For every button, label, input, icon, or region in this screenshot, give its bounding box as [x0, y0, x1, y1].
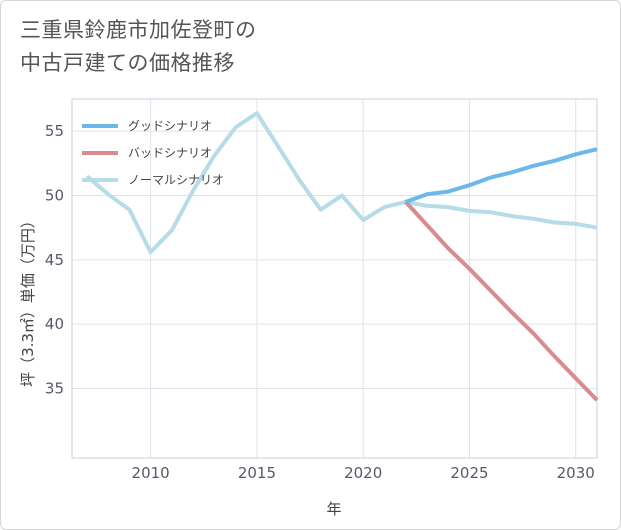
series-line-normal — [85, 111, 598, 255]
legend-label-good: グッドシナリオ — [128, 119, 212, 133]
series-line-bad — [404, 200, 599, 402]
legend-label-bad: バッドシナリオ — [128, 146, 212, 160]
gridlines — [72, 99, 597, 458]
series-lines — [85, 111, 599, 402]
y-axis-ticks: 35 40 45 50 55 — [45, 122, 64, 397]
chart-title: 三重県鈴鹿市加佐登町の 中古戸建ての価格推移 — [20, 14, 257, 80]
y-axis-title: 坪（3.3㎡）単価（万円） — [19, 213, 37, 387]
y-tick-label-35: 35 — [45, 380, 64, 398]
x-tick-label-2030: 2030 — [557, 464, 595, 482]
x-axis-title: 年 — [326, 500, 341, 518]
y-tick-label-40: 40 — [45, 315, 64, 333]
x-tick-label-2025: 2025 — [450, 464, 488, 482]
y-tick-label-50: 50 — [45, 187, 64, 205]
x-tick-label-2015: 2015 — [238, 464, 276, 482]
chart-title-line-2: 中古戸建ての価格推移 — [20, 51, 235, 75]
legend-label-normal: ノーマルシナリオ — [128, 173, 224, 187]
y-tick-label-55: 55 — [45, 122, 64, 140]
series-line-good — [405, 147, 598, 204]
x-tick-label-2020: 2020 — [344, 464, 382, 482]
x-tick-label-2010: 2010 — [132, 464, 170, 482]
plot-area-border — [71, 98, 598, 459]
x-axis-ticks: 2010 2015 2020 2025 2030 — [132, 464, 595, 482]
chart-title-line-1: 三重県鈴鹿市加佐登町の — [20, 18, 257, 42]
y-tick-label-45: 45 — [45, 251, 64, 269]
